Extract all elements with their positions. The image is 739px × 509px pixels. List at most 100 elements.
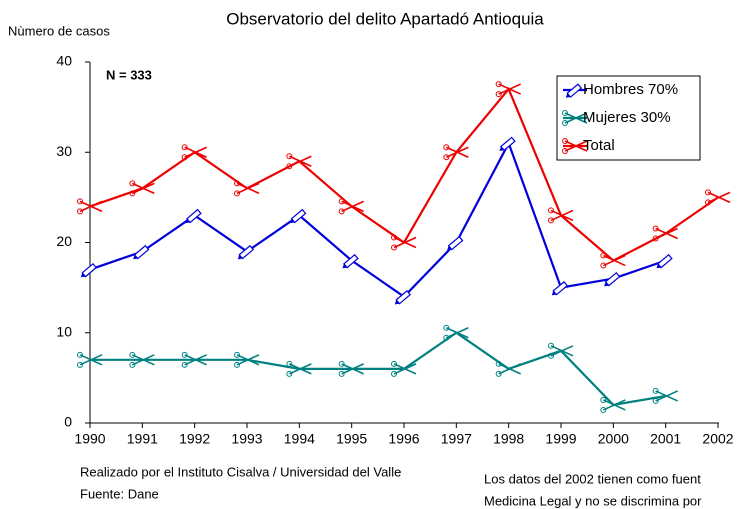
chart-title: Observatorio del delito Apartadó Antioqu…	[226, 9, 544, 28]
scissors-blade	[655, 227, 678, 240]
scissors-handle	[234, 180, 240, 187]
point-marker	[181, 351, 207, 368]
scissors-handle	[443, 334, 450, 341]
scissors-handle	[495, 370, 502, 377]
x-tick-label: 2001	[650, 431, 681, 447]
pencil-body	[657, 253, 673, 269]
point-marker	[234, 351, 260, 368]
pencil-tip	[551, 290, 557, 296]
x-tick-label: 1995	[336, 431, 367, 447]
point-marker	[80, 262, 98, 278]
x-tick-label: 1998	[493, 431, 524, 447]
pencil-icon	[604, 271, 621, 287]
x-tick-label: 1999	[545, 431, 576, 447]
pencil-icon	[656, 253, 673, 269]
point-marker	[286, 360, 312, 377]
x-tick-label: 1991	[127, 431, 158, 447]
point-marker	[443, 144, 469, 161]
scissors-handle	[181, 361, 188, 368]
scissors-blade	[498, 83, 521, 95]
pencil-tip	[290, 218, 295, 224]
pencil-tip	[394, 299, 400, 305]
scissors-handle	[286, 153, 293, 160]
scissors-blade	[603, 399, 626, 411]
x-tick-label: 1990	[74, 431, 105, 447]
point-marker	[394, 290, 412, 305]
scissors-handle	[181, 144, 188, 151]
point-marker	[338, 360, 364, 377]
scissors-handle	[548, 217, 554, 224]
scissors-handle	[338, 198, 345, 205]
point-marker	[565, 83, 583, 98]
x-tick-label: 1992	[179, 431, 210, 447]
point-marker	[77, 351, 103, 368]
scissors-handle	[234, 361, 240, 368]
scissors-blade	[498, 363, 521, 375]
point-marker	[447, 235, 464, 251]
scissors-blade	[289, 363, 312, 375]
y-tick-label: 30	[56, 143, 72, 159]
pencil-body	[290, 208, 307, 224]
scissors-blade	[341, 200, 364, 213]
footer-text: Medicina Legal y no se discrimina por	[484, 493, 702, 508]
scissors-handle	[77, 361, 83, 368]
y-tick-label: 20	[56, 233, 72, 249]
point-marker	[562, 138, 588, 154]
footer-text: Los datos del 2002 tienen como fuent	[484, 471, 701, 486]
scissors-handle	[181, 351, 188, 358]
point-marker	[600, 396, 626, 413]
scissors-blade	[184, 146, 207, 158]
x-tick-label: 1996	[388, 431, 419, 447]
point-marker	[391, 360, 417, 377]
scissors-handle	[338, 208, 345, 215]
scissors-handle	[443, 154, 450, 161]
x-tick-label: 1997	[441, 431, 472, 447]
pencil-icon	[565, 83, 583, 98]
scissors-blade	[655, 390, 678, 402]
point-marker	[342, 253, 359, 269]
x-tick-label: 2000	[598, 431, 629, 447]
scissors-handle	[338, 370, 345, 377]
scissors-handle	[600, 406, 607, 413]
scissors-handle	[600, 252, 607, 259]
pencil-icon	[133, 244, 150, 260]
point-marker	[551, 281, 569, 296]
point-marker	[181, 144, 207, 161]
pencil-icon	[551, 281, 569, 296]
scissors-blade	[564, 140, 588, 152]
pencil-tip	[604, 281, 609, 287]
scissors-handle	[652, 387, 659, 394]
scissors-handle	[495, 91, 502, 98]
y-tick-label: 40	[56, 53, 72, 69]
scissors-handle	[562, 110, 568, 116]
series-line	[89, 140, 667, 299]
point-marker	[548, 342, 574, 359]
y-tick-label: 0	[64, 414, 72, 430]
scissors-blade	[550, 345, 574, 357]
pencil-tip	[133, 254, 138, 260]
point-marker	[548, 207, 574, 224]
scissors-blade	[393, 363, 417, 375]
scissors-handle	[234, 190, 240, 197]
scissors-blade	[132, 182, 155, 195]
annotation: N = 333	[106, 67, 152, 82]
scissors-handle	[600, 396, 607, 403]
point-marker	[338, 198, 364, 215]
scissors-handle	[286, 163, 293, 170]
scissors-handle	[129, 190, 136, 197]
scissors-handle	[391, 234, 397, 241]
point-marker	[499, 136, 516, 152]
scissors-blade	[79, 200, 103, 213]
scissors-handle	[652, 397, 659, 404]
point-marker	[495, 360, 521, 377]
scissors-handle	[600, 262, 607, 269]
footer-text: Fuente: Dane	[80, 486, 159, 501]
pencil-tip	[342, 263, 348, 269]
pencil-icon	[447, 235, 464, 251]
point-marker	[129, 351, 155, 368]
scissors-handle	[705, 189, 711, 196]
scissors-handle	[652, 235, 659, 242]
point-marker	[185, 208, 202, 224]
point-marker	[77, 198, 103, 215]
